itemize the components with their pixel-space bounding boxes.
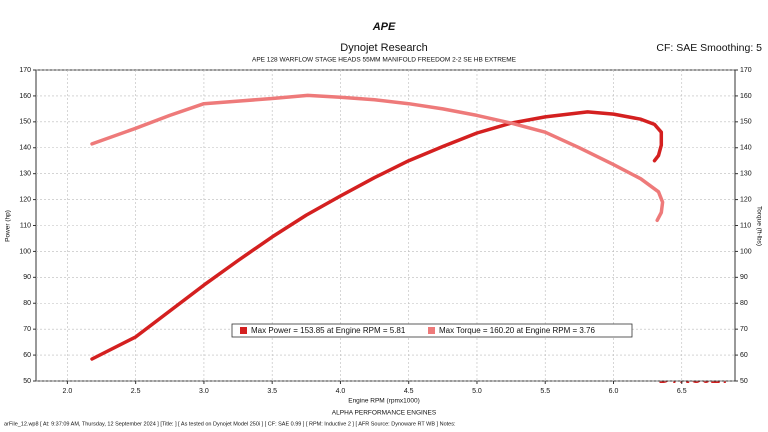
x-tick-label: 5.0 (472, 388, 482, 395)
y2-axis-label: Torque (ft-lbs) (755, 206, 762, 246)
y-tick-label: 170 (19, 67, 31, 74)
y-tick-label: 80 (23, 300, 31, 307)
y2-tick-label: 160 (740, 93, 752, 100)
y-tick-label: 70 (23, 326, 31, 333)
y2-tick-label: 170 (740, 67, 752, 74)
y-tick-label: 160 (19, 93, 31, 100)
y-tick-label: 100 (19, 248, 31, 255)
y2-tick-label: 150 (740, 119, 752, 126)
y2-tick-label: 70 (740, 326, 748, 333)
legend-swatch (428, 327, 435, 334)
x-tick-label: 6.0 (609, 388, 619, 395)
legend-swatch (240, 327, 247, 334)
x-axis-label: Engine RPM (rpmx1000) (348, 398, 420, 405)
y2-tick-label: 120 (740, 196, 752, 203)
y2-tick-label: 110 (740, 222, 751, 229)
y-axis-label: Power (hp) (5, 210, 12, 242)
x-tick-label: 5.5 (540, 388, 550, 395)
y-tick-label: 90 (23, 274, 31, 281)
x-tick-label: 4.5 (404, 388, 414, 395)
logo: APE (372, 21, 396, 33)
y-tick-label: 60 (23, 352, 31, 359)
bottom-title: ALPHA PERFORMANCE ENGINES (332, 410, 437, 417)
y2-tick-label: 90 (740, 274, 748, 281)
y-tick-label: 140 (19, 145, 31, 152)
y-tick-label: 120 (19, 196, 31, 203)
y2-tick-label: 80 (740, 300, 748, 307)
y-tick-label: 50 (23, 378, 31, 385)
y2-tick-label: 130 (740, 171, 752, 178)
chart-title: Dynojet Research (340, 42, 427, 54)
x-tick-label: 3.5 (267, 388, 277, 395)
x-tick-label: 6.5 (677, 388, 687, 395)
y-tick-label: 150 (19, 119, 31, 126)
footer: arFile_12.wp8 [ At: 9:37:09 AM, Thursday… (4, 421, 456, 427)
y-tick-label: 130 (19, 171, 31, 178)
legend-label: Max Power = 153.85 at Engine RPM = 5.81 (251, 326, 406, 335)
y2-tick-label: 60 (740, 352, 748, 359)
x-tick-label: 4.0 (336, 388, 346, 395)
y2-tick-label: 140 (740, 145, 752, 152)
x-tick-label: 2.0 (63, 388, 73, 395)
y-tick-label: 110 (20, 222, 31, 229)
y2-tick-label: 100 (740, 248, 752, 255)
series-line (90, 110, 664, 361)
y2-tick-label: 50 (740, 378, 748, 385)
series-line (90, 93, 665, 223)
cf-label: CF: SAE Smoothing: 5 (656, 42, 762, 54)
x-tick-label: 2.5 (131, 388, 141, 395)
legend-label: Max Torque = 160.20 at Engine RPM = 3.76 (439, 326, 596, 335)
x-tick-label: 3.0 (199, 388, 209, 395)
chart-subtitle: APE 128 WARFLOW STAGE HEADS 55MM MANIFOL… (252, 57, 517, 64)
